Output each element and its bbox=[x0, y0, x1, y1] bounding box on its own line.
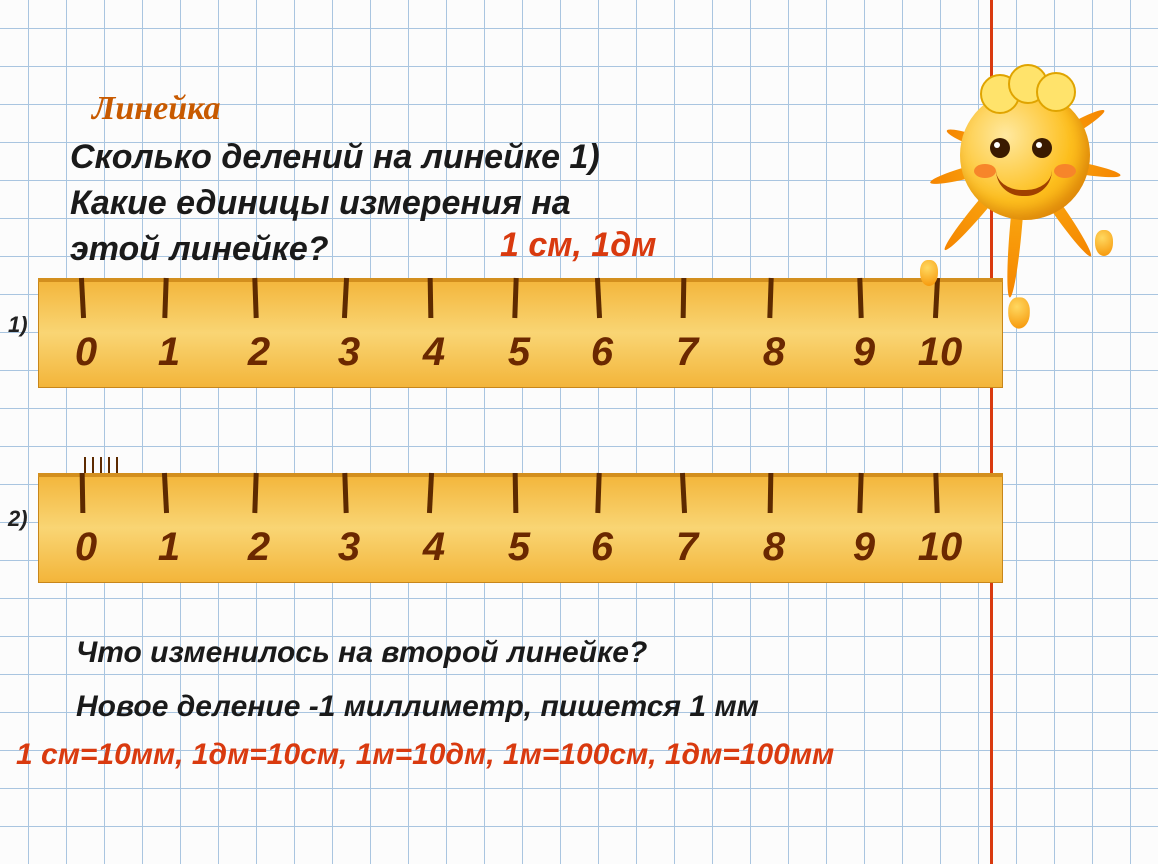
ruler-2-ticks: 0 1 2 3 4 5 6 7 8 9 10 bbox=[38, 473, 1003, 583]
unit-conversions: 1 см=10мм, 1дм=10см, 1м=10дм, 1м=100см, … bbox=[16, 738, 834, 772]
tick-major bbox=[767, 278, 773, 318]
tick-label: 6 bbox=[591, 525, 613, 570]
tick-major bbox=[162, 278, 168, 318]
tick-label: 3 bbox=[338, 330, 360, 375]
sun-cheek-icon bbox=[1054, 164, 1076, 178]
tick-major bbox=[162, 473, 169, 513]
tick-major bbox=[857, 278, 863, 318]
sun-cheek-icon bbox=[974, 164, 996, 178]
tick-major bbox=[427, 473, 434, 513]
sun-smile-icon bbox=[996, 170, 1052, 196]
question-1-line: Сколько делений на линейке 1) bbox=[70, 135, 870, 181]
tick-major bbox=[252, 278, 258, 318]
sun-eye-icon bbox=[990, 138, 1010, 158]
tick-major bbox=[342, 473, 348, 513]
tick-label: 6 bbox=[591, 330, 613, 375]
ruler-1-label: 1) bbox=[8, 312, 28, 338]
tick-label: 9 bbox=[853, 330, 875, 375]
tick-label: 2 bbox=[248, 525, 270, 570]
slide-content: Линейка Сколько делений на линейке 1) Ка… bbox=[0, 0, 1158, 864]
tick-major bbox=[342, 278, 349, 318]
tick-major bbox=[512, 278, 518, 318]
tick-label: 10 bbox=[918, 525, 963, 570]
sun-drop-icon bbox=[1095, 230, 1113, 256]
tick-major bbox=[513, 473, 519, 513]
tick-label: 8 bbox=[763, 330, 785, 375]
tick-major bbox=[79, 278, 86, 318]
tick-label: 7 bbox=[676, 525, 698, 570]
page-title: Линейка bbox=[92, 90, 221, 128]
tick-label: 2 bbox=[248, 330, 270, 375]
tick-label: 5 bbox=[508, 525, 530, 570]
tick-label: 7 bbox=[676, 330, 698, 375]
tick-label: 1 bbox=[158, 525, 180, 570]
answer-1: 1 см, 1дм bbox=[500, 226, 656, 265]
tick-label: 1 bbox=[158, 330, 180, 375]
mm-tick bbox=[92, 457, 94, 473]
question-1-line: этой линейке? bbox=[70, 227, 870, 273]
tick-label: 8 bbox=[763, 525, 785, 570]
sun-character bbox=[880, 30, 1140, 290]
tick-major bbox=[252, 473, 258, 513]
question-1-line: Какие единицы измерения на bbox=[70, 181, 870, 227]
tick-major bbox=[768, 473, 774, 513]
ruler-2-label: 2) bbox=[8, 506, 28, 532]
tick-label: 0 bbox=[75, 330, 97, 375]
tick-label: 10 bbox=[918, 330, 963, 375]
question-2: Что изменилось на второй линейке? bbox=[76, 636, 647, 670]
tick-major bbox=[933, 473, 939, 513]
tick-label: 3 bbox=[338, 525, 360, 570]
tick-major bbox=[595, 473, 601, 513]
ruler-2: 0 1 2 3 4 5 6 7 8 9 10 bbox=[38, 473, 1003, 583]
ruler-1-ticks: 0 1 2 3 4 5 6 7 8 9 10 bbox=[38, 278, 1003, 388]
tick-label: 0 bbox=[75, 525, 97, 570]
sun-eye-icon bbox=[1032, 138, 1052, 158]
answer-2: Новое деление -1 миллиметр, пишется 1 мм bbox=[76, 690, 759, 724]
tick-major bbox=[857, 473, 863, 513]
tick-major bbox=[428, 278, 434, 318]
sun-drop-icon bbox=[920, 260, 938, 286]
ruler-1: 0 1 2 3 4 5 6 7 8 9 10 bbox=[38, 278, 1003, 388]
tick-major bbox=[681, 278, 687, 318]
tick-major bbox=[595, 278, 602, 318]
question-1: Сколько делений на линейке 1) Какие един… bbox=[70, 135, 870, 273]
sun-drop-icon bbox=[1008, 297, 1030, 328]
tick-label: 4 bbox=[423, 525, 445, 570]
sun-hair-icon bbox=[980, 70, 1080, 130]
tick-label: 9 bbox=[853, 525, 875, 570]
mm-tick bbox=[116, 457, 118, 473]
mm-tick bbox=[100, 457, 102, 473]
mm-tick bbox=[84, 457, 86, 473]
mm-tick bbox=[108, 457, 110, 473]
tick-label: 5 bbox=[508, 330, 530, 375]
tick-label: 4 bbox=[423, 330, 445, 375]
tick-major bbox=[680, 473, 687, 513]
tick-major bbox=[80, 473, 86, 513]
